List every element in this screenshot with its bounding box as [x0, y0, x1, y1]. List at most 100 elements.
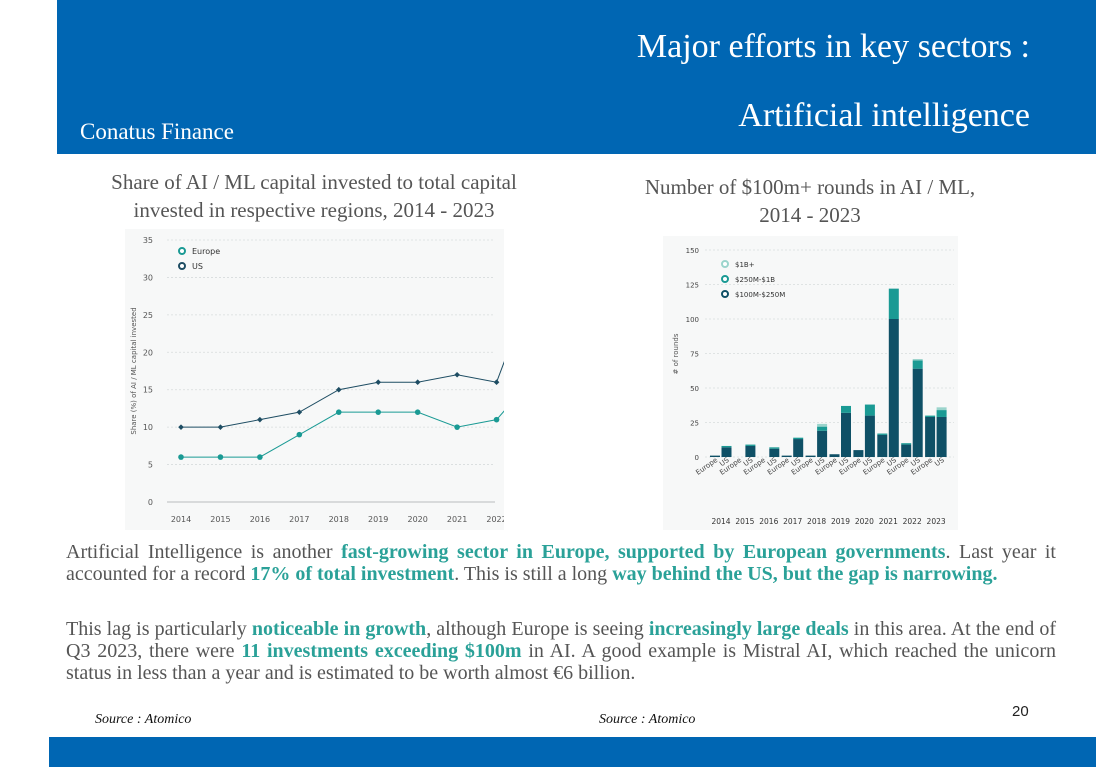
data-point-us	[414, 379, 421, 386]
bar-segment	[829, 454, 840, 457]
x-tick-label: 2021	[879, 517, 898, 526]
data-point-europe	[178, 454, 184, 460]
data-point-us	[493, 379, 500, 386]
data-point-europe	[296, 431, 303, 438]
paragraph-1: Artificial Intelligence is another fast-…	[66, 541, 1056, 585]
bar-segment	[936, 410, 947, 417]
data-point-us	[296, 409, 303, 415]
x-tick-label: 2020	[407, 515, 427, 524]
legend-marker	[721, 260, 729, 268]
bar-segment	[912, 359, 923, 361]
y-tick-label: 75	[690, 351, 699, 359]
bar-segment	[912, 368, 923, 457]
paragraph-2: This lag is particularly noticeable in g…	[66, 618, 1056, 684]
line-chart: 0 5 10 15 20 25 30 35 2014 2015 2016 2017 2018 2019 20…	[125, 229, 504, 530]
slide-subtitle: Artificial intelligence	[738, 97, 1030, 134]
legend-label: $250M-$1B	[735, 276, 775, 284]
bar-segment	[769, 448, 780, 457]
data-point-us	[257, 416, 263, 423]
x-tick-label: 2014	[711, 517, 730, 526]
paragraph-1-highlight: way behind the US, but the gap is narrow…	[612, 563, 998, 585]
paragraph-2-text: in this area. At the end of Q3 2023, the…	[66, 618, 1056, 662]
x-tick-label: 2020	[855, 517, 874, 526]
y-tick-label: 5	[148, 461, 153, 470]
right-chart-title: Number of $100m+ rounds in AI / ML, 2014…	[590, 173, 1030, 229]
bar-segment	[901, 444, 912, 457]
paragraph-2-text: This lag is particularly	[66, 618, 252, 640]
x-tick-label: 2016	[759, 517, 778, 526]
series-line-us	[181, 361, 504, 428]
legend-label: Europe	[192, 247, 220, 256]
bar-segment	[841, 412, 851, 457]
bar-segment	[925, 416, 936, 457]
line-chart-svg: 0 5 10 15 20 25 30 35 2014 2015 2016 2017 2018 2019 20…	[130, 236, 504, 524]
paragraph-1-highlight: 17% of total investment	[250, 563, 455, 585]
bar-segment	[912, 360, 923, 369]
brand-name: Conatus Finance	[80, 119, 234, 144]
bar-segment	[745, 445, 756, 457]
y-tick-label: 125	[686, 282, 699, 290]
data-point-europe	[335, 409, 342, 415]
data-point-us	[375, 379, 382, 386]
bar-segment	[888, 288, 899, 319]
y-tick-label: 25	[143, 311, 153, 320]
left-source: Source : Atomico	[95, 712, 192, 727]
footer-banner	[49, 737, 1096, 767]
bar-segment	[769, 447, 780, 449]
legend-marker	[178, 247, 186, 255]
bar-segment	[877, 433, 888, 435]
left-chart-title-line1: Share of AI / ML capital invested to tot…	[111, 170, 517, 194]
legend-label: $100M-$250M	[735, 291, 785, 299]
bar-segment	[817, 426, 828, 431]
legend-marker	[721, 290, 729, 298]
bar-segment	[877, 434, 888, 457]
x-tick-label: 2018	[329, 515, 349, 524]
bar-segment	[853, 450, 864, 457]
x-tick-label: 2021	[447, 515, 467, 524]
right-chart-title-line2: 2014 - 2023	[759, 203, 861, 227]
bar-segment	[721, 447, 732, 457]
right-chart-title-line1: Number of $100m+ rounds in AI / ML,	[644, 175, 976, 199]
y-tick-label: 30	[143, 273, 153, 282]
data-point-europe	[375, 409, 382, 415]
legend-marker	[178, 262, 186, 270]
bar-segment	[901, 443, 912, 445]
data-point-europe	[493, 416, 500, 423]
bar-segment	[793, 437, 804, 440]
data-point-us	[217, 424, 224, 430]
x-tick-label: 2015	[210, 515, 230, 524]
x-tick-label: 2022	[903, 517, 922, 526]
left-chart-title-line2: invested in respective regions, 2014 - 2…	[133, 198, 495, 222]
bar-segment	[710, 455, 720, 457]
y-tick-label: 25	[690, 420, 699, 428]
x-tick-label: 2019	[368, 515, 388, 524]
bar-segment	[817, 423, 828, 427]
legend-marker	[721, 275, 729, 283]
y-tick-label: 0	[695, 454, 699, 462]
bar-segment	[817, 430, 828, 457]
y-tick-label: 10	[143, 423, 153, 432]
x-tick-label: 2014	[171, 515, 191, 524]
paragraph-1-highlight: fast-growing sector in Europe, supported…	[341, 541, 946, 563]
series-line-europe	[181, 410, 504, 458]
data-point-europe	[454, 424, 460, 430]
bar-segment	[925, 415, 936, 417]
x-tick-label: 2023	[927, 517, 946, 526]
y-axis-label: # of rounds	[672, 333, 680, 374]
header-banner	[57, 0, 1096, 154]
paragraph-1-text: . This is still a long	[454, 563, 613, 585]
y-tick-label: 15	[143, 386, 153, 395]
bar-segment	[793, 439, 804, 457]
legend-label: US	[192, 262, 203, 271]
left-chart-title: Share of AI / ML capital invested to tot…	[80, 168, 548, 224]
bar-segment	[841, 405, 851, 413]
legend-label: $1B+	[735, 261, 755, 269]
right-source: Source : Atomico	[599, 712, 696, 727]
bar-segment	[936, 416, 947, 457]
data-point-europe	[414, 409, 421, 415]
paragraph-2-text: in AI. A good example is Mistral AI, whi…	[66, 640, 1056, 684]
data-point-europe	[217, 454, 224, 460]
y-axis-label: Share (%) of AI / ML capital invested	[130, 307, 138, 434]
y-tick-label: 20	[143, 348, 153, 357]
